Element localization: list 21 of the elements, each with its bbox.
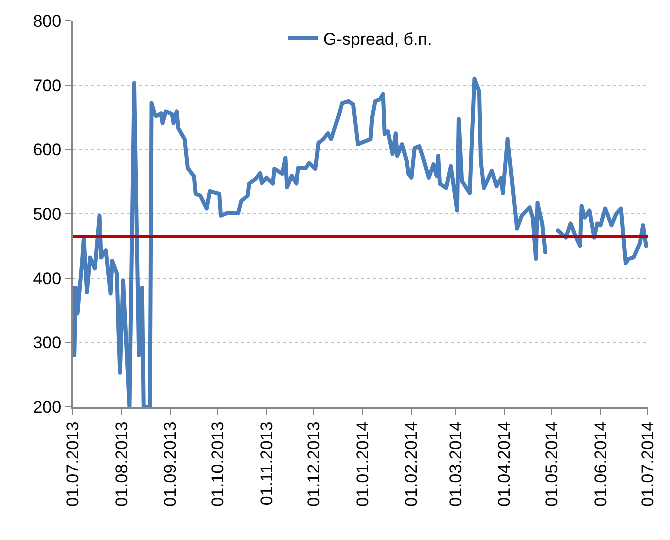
x-tick-label: 01.10.2013 [208,422,228,507]
y-tick-label: 800 [33,12,62,31]
x-tick-label: 01.12.2013 [304,422,324,507]
y-tick-label: 700 [33,76,62,96]
y-tick-label: 200 [33,398,62,417]
x-tick-label: 01.06.2014 [591,422,610,507]
y-tick-label: 500 [33,204,62,224]
x-tick-label: 01.02.2014 [402,422,422,507]
x-tick-label: 01.03.2014 [446,422,466,507]
x-tick-label: 01.05.2014 [542,422,562,507]
x-tick-label: 01.04.2014 [495,422,514,507]
y-tick-label: 400 [33,269,62,288]
x-tick-label: 01.07.2013 [64,422,83,507]
y-tick-label: 300 [33,334,62,353]
x-tick-label: 01.01.2014 [353,422,372,507]
x-tick-label: 01.09.2013 [161,422,180,507]
x-tick-label: 01.07.2014 [638,422,658,507]
y-tick-label: 600 [33,140,62,160]
x-tick-label: 01.11.2013 [257,422,276,506]
legend-label: G-spread, б.п. [324,30,432,50]
x-tick-label: 01.08.2013 [112,422,132,507]
